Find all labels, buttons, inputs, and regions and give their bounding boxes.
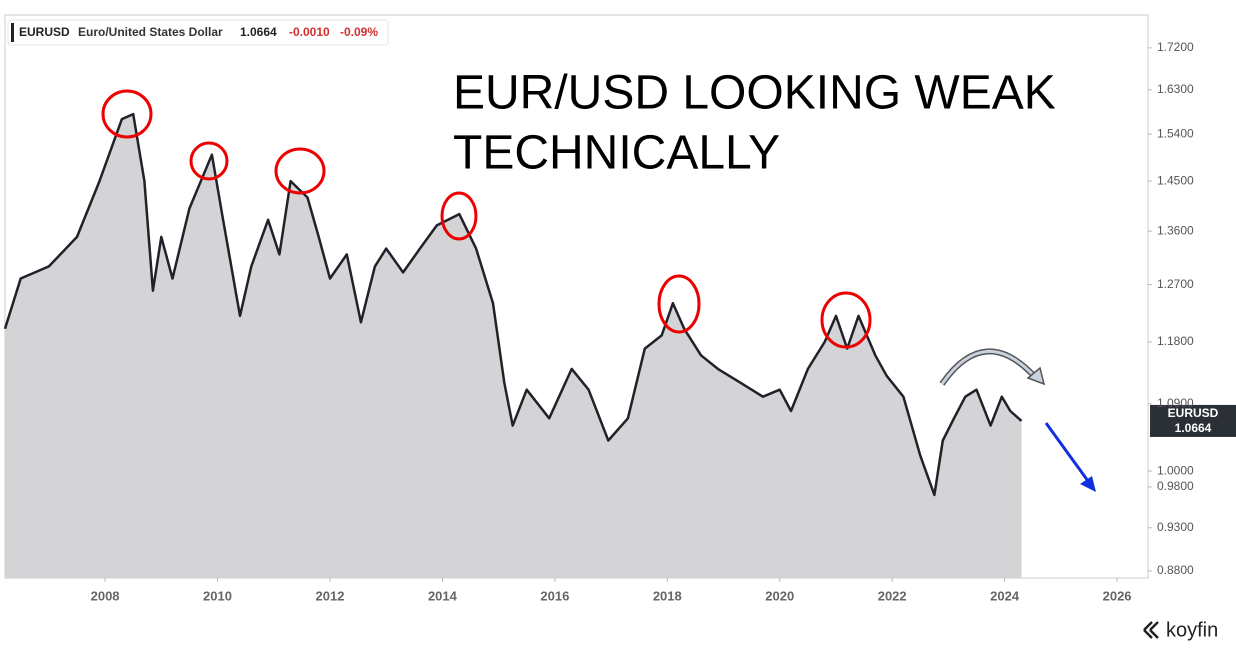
x-tick-label: 2014: [428, 588, 458, 603]
y-tick-label: 1.4500: [1157, 173, 1194, 187]
area-fill: [5, 114, 1022, 578]
y-tick-label: 1.7200: [1157, 40, 1194, 54]
circle: [657, 274, 701, 334]
y-tick-label: 0.8800: [1157, 563, 1194, 577]
down-arrow: [1044, 422, 1090, 482]
circle: [440, 191, 478, 241]
instrument-name: Euro/United States Dollar: [78, 25, 223, 39]
header-swatch: [11, 23, 14, 42]
x-tick-label: 2010: [203, 588, 232, 603]
logo-mark: [1143, 621, 1159, 639]
x-tick-label: 2016: [540, 588, 569, 603]
plot: [3, 47, 1152, 582]
y-tick-label: 1.5400: [1157, 126, 1194, 140]
change-pct: -0.09%: [340, 25, 378, 39]
circle: [189, 141, 229, 181]
annotation-line: EUR/USD LOOKING WEAK: [453, 67, 1056, 120]
curved-arrow-inner: [940, 350, 1038, 385]
header-box: [7, 19, 389, 46]
down-arrow-head: [1080, 476, 1096, 492]
y-tick-label: 1.0000: [1157, 463, 1194, 477]
price-tag-symbol: EURUSD: [1168, 406, 1219, 420]
x-tick-label: 2022: [878, 588, 907, 603]
y-tick-label: 1.0900: [1157, 396, 1194, 410]
last-price: 1.0664: [240, 25, 277, 39]
highlight-circles: [101, 89, 872, 349]
arrow-head: [1026, 366, 1046, 386]
price-tag-value: 1.0664: [1175, 421, 1212, 435]
x-tick-label: 2026: [1103, 588, 1132, 603]
circle: [101, 89, 153, 139]
change: -0.0010: [289, 25, 330, 39]
y-tick-label: 1.2700: [1157, 277, 1194, 291]
x-tick-label: 2008: [91, 588, 120, 603]
y-tick-label: 1.6300: [1157, 82, 1194, 96]
annotation-line: TECHNICALLY: [453, 127, 780, 180]
y-tick-label: 1.3600: [1157, 223, 1194, 237]
price-line: [3, 112, 1023, 497]
price-tag-box: [1150, 404, 1236, 437]
x-tick-label: 2018: [653, 588, 682, 603]
symbol: EURUSD: [19, 25, 70, 39]
y-tick-label: 0.9300: [1157, 520, 1194, 534]
circle: [820, 291, 872, 349]
y-tick-label: 0.9800: [1157, 479, 1194, 493]
x-tick-label: 2020: [765, 588, 794, 603]
y-tick-label: 1.1800: [1157, 334, 1194, 348]
x-tick-label: 2012: [316, 588, 345, 603]
circle: [274, 147, 326, 195]
x-tick-label: 2024: [990, 588, 1020, 603]
brand: koyfin: [1166, 619, 1218, 641]
